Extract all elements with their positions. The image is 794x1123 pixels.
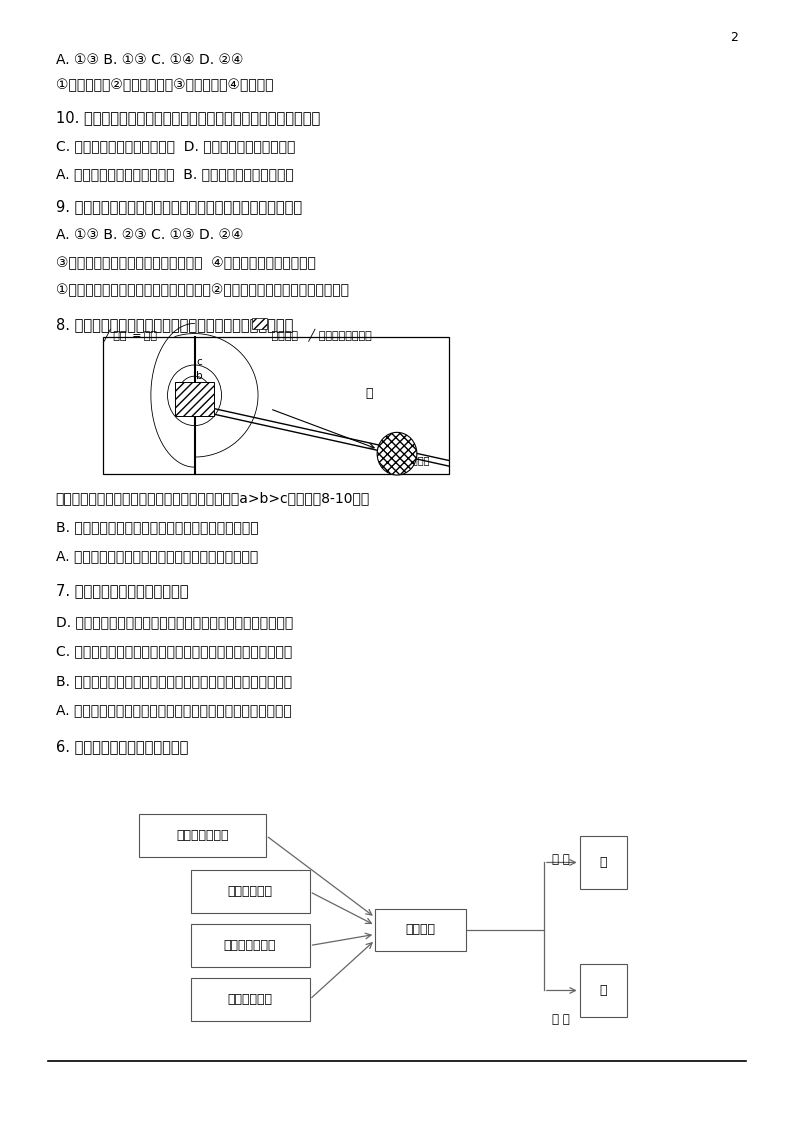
Text: A. 生活和文化消费水平、资源、环境人口容量、人口合理容量: A. 生活和文化消费水平、资源、环境人口容量、人口合理容量	[56, 703, 291, 716]
Text: B. 资源、生活和文化消费水平、环境人口容量、人口合理容量: B. 资源、生活和文化消费水平、环境人口容量、人口合理容量	[56, 674, 291, 687]
Text: 9. 近年来，甲地出现了高级住宅群，主要原因是甲地（　　）: 9. 近年来，甲地出现了高级住宅群，主要原因是甲地（ ）	[56, 199, 302, 213]
Text: 适 宜: 适 宜	[552, 1013, 569, 1026]
Text: ③东北部人口众多，有大量剩余劳动力  ④东北部地区矿产资源丰富: ③东北部人口众多，有大量剩余劳动力 ④东北部地区矿产资源丰富	[56, 256, 315, 270]
Text: D. 资源、生活和文化消费水平、人口合理容量、环境人口容量: D. 资源、生活和文化消费水平、人口合理容量、环境人口容量	[56, 615, 293, 629]
Text: A. ①③ B. ②③ C. ①③ D. ②④: A. ①③ B. ②③ C. ①③ D. ②④	[56, 228, 243, 241]
Text: 人口容量: 人口容量	[406, 923, 436, 937]
Text: 重工业区: 重工业区	[407, 456, 430, 465]
FancyBboxPatch shape	[139, 814, 266, 857]
Text: 8. 该市重工业不断向东北部迁移，主要原因可能是（　　）: 8. 该市重工业不断向东北部迁移，主要原因可能是（ ）	[56, 317, 293, 331]
Text: C. 生活和文化消费水平、资源、人口合理容量、环境人口容量: C. 生活和文化消费水平、资源、人口合理容量、环境人口容量	[56, 645, 292, 658]
FancyBboxPatch shape	[580, 964, 627, 1017]
Text: 丁: 丁	[599, 856, 607, 869]
Text: A. ①③ B. ①③ C. ①④ D. ②④: A. ①③ B. ①③ C. ①④ D. ②④	[56, 53, 243, 66]
FancyBboxPatch shape	[191, 978, 310, 1021]
Text: C. 地势开阔，便于建立住宅区  D. 位于河流附近，取水方便: C. 地势开阔，便于建立住宅区 D. 位于河流附近，取水方便	[56, 139, 295, 153]
Text: 乙（呈负相关）: 乙（呈负相关）	[176, 829, 229, 842]
Text: 10. 在全球经济一体化过程中，发展中国家的区域优势有（　　）: 10. 在全球经济一体化过程中，发展中国家的区域优势有（ ）	[56, 110, 320, 125]
Text: 7. 国家确定丙数值的主要意义是: 7. 国家确定丙数值的主要意义是	[56, 583, 188, 597]
Text: 对外开放程度: 对外开放程度	[228, 885, 272, 898]
Text: B. 改变重男轻女传统观念　　　制定合理的人口政策: B. 改变重男轻女传统观念 制定合理的人口政策	[56, 520, 258, 533]
FancyBboxPatch shape	[252, 318, 267, 329]
Text: 极 限: 极 限	[552, 853, 569, 867]
Text: 甲: 甲	[365, 386, 372, 400]
Text: b: b	[196, 371, 202, 381]
Text: 中心城区   ╱ 重工业区迁移方向: 中心城区 ╱ 重工业区迁移方向	[268, 328, 372, 340]
FancyBboxPatch shape	[580, 836, 627, 889]
Ellipse shape	[377, 432, 417, 475]
FancyBboxPatch shape	[103, 337, 449, 474]
Text: 科技发展水平: 科技发展水平	[228, 993, 272, 1006]
FancyBboxPatch shape	[191, 924, 310, 967]
FancyBboxPatch shape	[175, 382, 214, 416]
Text: ╱ 河流  ═ 公路: ╱ 河流 ═ 公路	[103, 328, 157, 340]
Text: A. 遗制高消费的发生　　　　　　规划工业生产规模: A. 遗制高消费的发生 规划工业生产规模	[56, 549, 258, 563]
Text: A. 位于城区外缘，环境质量好  B. 远离中心城区，地价便宜: A. 位于城区外缘，环境质量好 B. 远离中心城区，地价便宜	[56, 167, 293, 181]
Text: ①城区地价上涨　　　　　　　　　　　②为了缓解城区日益严重的环境污染: ①城区地价上涨 ②为了缓解城区日益严重的环境污染	[56, 283, 349, 296]
Text: ①廉价劳动力②技术力量雄厚③地价水平低④交通发达: ①廉价劳动力②技术力量雄厚③地价水平低④交通发达	[56, 79, 273, 92]
Text: c: c	[196, 357, 202, 367]
Text: 6. 图中甲、乙、丙、丁分别表示: 6. 图中甲、乙、丙、丁分别表示	[56, 739, 188, 754]
Text: 下图为我国某城市城区地租分布等值线图（数值：a>b>c），回筈8-10题。: 下图为我国某城市城区地租分布等值线图（数值：a>b>c），回筈8-10题。	[56, 491, 370, 504]
FancyBboxPatch shape	[191, 870, 310, 913]
Text: 丙: 丙	[599, 984, 607, 997]
FancyBboxPatch shape	[376, 909, 467, 951]
Text: 2: 2	[730, 31, 738, 45]
Text: 甲（主要因素）: 甲（主要因素）	[224, 939, 276, 952]
Text: a: a	[196, 382, 202, 392]
